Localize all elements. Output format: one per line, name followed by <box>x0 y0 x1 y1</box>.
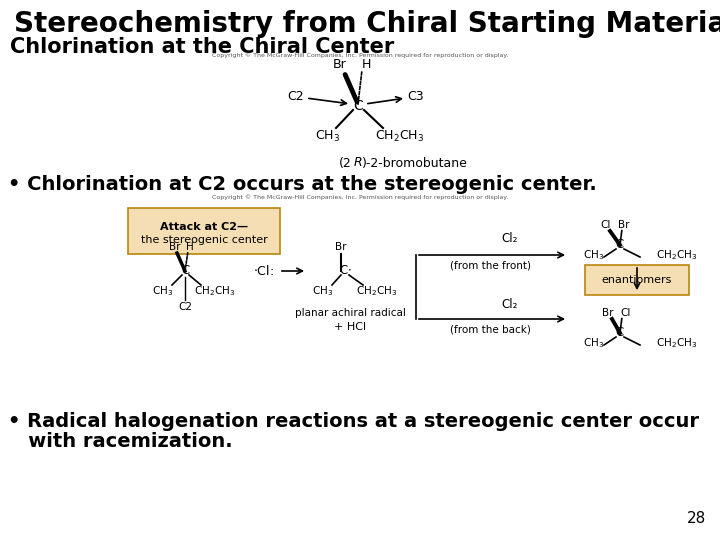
Text: Br: Br <box>602 308 613 318</box>
Text: R: R <box>354 157 363 170</box>
Text: (2: (2 <box>339 157 352 170</box>
Text: Br: Br <box>169 242 181 252</box>
Text: (from the front): (from the front) <box>449 260 531 270</box>
Text: + HCl: + HCl <box>334 322 366 332</box>
Text: CH$_3$: CH$_3$ <box>315 129 341 144</box>
Text: C: C <box>353 99 363 113</box>
Text: Cl₂: Cl₂ <box>502 233 518 246</box>
Text: Br: Br <box>336 242 347 252</box>
Text: CH$_2$CH$_3$: CH$_2$CH$_3$ <box>356 284 397 298</box>
Text: C3: C3 <box>408 90 424 103</box>
Text: CH$_2$CH$_3$: CH$_2$CH$_3$ <box>656 248 697 262</box>
Text: Cl: Cl <box>600 220 611 230</box>
Text: Br: Br <box>333 58 347 71</box>
Text: 28: 28 <box>687 511 706 526</box>
Text: CH$_2$CH$_3$: CH$_2$CH$_3$ <box>375 129 425 144</box>
Text: C$\cdot$: C$\cdot$ <box>338 265 351 278</box>
Text: CH$_3$: CH$_3$ <box>583 336 605 350</box>
Text: • Radical halogenation reactions at a stereogenic center occur: • Radical halogenation reactions at a st… <box>8 412 699 431</box>
Text: C: C <box>181 265 189 278</box>
Text: Stereochemistry from Chiral Starting Material: Stereochemistry from Chiral Starting Mat… <box>14 10 720 38</box>
Text: Cl: Cl <box>621 308 631 318</box>
Text: C2: C2 <box>288 90 305 103</box>
Text: (from the back): (from the back) <box>449 324 531 334</box>
Text: CH$_2$CH$_3$: CH$_2$CH$_3$ <box>656 336 697 350</box>
Text: C2: C2 <box>178 302 192 312</box>
Text: H: H <box>186 242 194 252</box>
Text: planar achiral radical: planar achiral radical <box>294 308 405 318</box>
Text: with racemization.: with racemization. <box>8 432 233 451</box>
Text: Chlorination at the Chiral Center: Chlorination at the Chiral Center <box>10 37 395 57</box>
Text: • Chlorination at C2 occurs at the stereogenic center.: • Chlorination at C2 occurs at the stere… <box>8 175 597 194</box>
Text: H: H <box>361 58 371 71</box>
Text: CH$_3$: CH$_3$ <box>583 248 605 262</box>
Text: C: C <box>616 239 624 252</box>
Text: Cl₂: Cl₂ <box>502 299 518 312</box>
Text: the stereogenic center: the stereogenic center <box>140 235 267 245</box>
FancyBboxPatch shape <box>585 265 689 295</box>
Text: Copyright © The McGraw-Hill Companies, Inc. Permission required for reproduction: Copyright © The McGraw-Hill Companies, I… <box>212 194 508 200</box>
Text: )-2-bromobutane: )-2-bromobutane <box>362 157 468 170</box>
Text: CH$_3$: CH$_3$ <box>153 284 174 298</box>
Text: C: C <box>616 327 624 340</box>
Text: $\cdot$Cl$\colon$: $\cdot$Cl$\colon$ <box>253 264 274 278</box>
Text: Copyright © The McGraw-Hill Companies, Inc. Permission required for reproduction: Copyright © The McGraw-Hill Companies, I… <box>212 52 508 58</box>
Text: enantiomers: enantiomers <box>602 275 672 285</box>
Text: Attack at C2—: Attack at C2— <box>160 222 248 232</box>
Text: Br: Br <box>618 220 630 230</box>
Text: CH$_2$CH$_3$: CH$_2$CH$_3$ <box>194 284 235 298</box>
Text: CH$_3$: CH$_3$ <box>312 284 333 298</box>
FancyBboxPatch shape <box>128 208 280 254</box>
